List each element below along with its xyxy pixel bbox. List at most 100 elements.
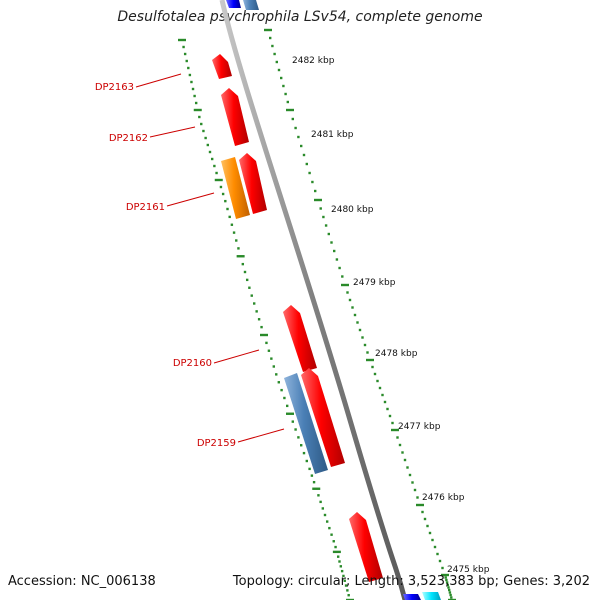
- inner-tick: [230, 223, 234, 226]
- genome-summary-text: Topology: circular; Length: 3,523,383 bp…: [232, 574, 590, 589]
- accession-text: Accession: NC_006138: [8, 574, 156, 589]
- outer-tick: [396, 436, 399, 439]
- inner-tick: [202, 129, 205, 133]
- outer-tick: [335, 258, 339, 261]
- inner-tick: [332, 540, 335, 543]
- inner-tick: [277, 381, 280, 384]
- gene-dp2161[interactable]: [221, 157, 250, 219]
- gene-blue-bottom[interactable]: [403, 594, 421, 600]
- outer-tick: [314, 189, 317, 193]
- inner-tick: [190, 80, 193, 84]
- outer-tick: [305, 162, 308, 166]
- inner-tick: [208, 150, 212, 154]
- inner-tick: [241, 262, 245, 266]
- label-dp2159[interactable]: DP2159: [197, 438, 236, 449]
- outer-tick: [311, 180, 314, 184]
- gene-blue-top-1[interactable]: [226, 0, 241, 8]
- inner-tick: [325, 520, 329, 523]
- inner-tick: [224, 199, 227, 203]
- inner-tick: [257, 318, 261, 321]
- outer-tick: [413, 488, 417, 492]
- gene-dp2161-partner[interactable]: [239, 153, 267, 214]
- map-title: Desulfotalea psychrophila LSv54, complet…: [117, 9, 483, 25]
- inner-tick: [334, 545, 337, 549]
- leader-dp2159: [237, 428, 285, 443]
- inner-tick: [206, 143, 210, 147]
- gene-dp2159-partner[interactable]: [301, 368, 345, 467]
- inner-tick: [188, 73, 192, 77]
- inner-tick: [286, 404, 289, 408]
- outer-tick: [327, 232, 330, 236]
- inner-tick: [302, 451, 306, 455]
- inner-tick: [308, 467, 311, 471]
- gene-steel-top[interactable]: [243, 0, 259, 10]
- outer-tick: [436, 552, 439, 556]
- leader-dp2160: [213, 349, 260, 364]
- inner-tick: [283, 396, 286, 400]
- outer-tick: [444, 576, 447, 579]
- inner-tick: [185, 59, 188, 63]
- outer-tick: [408, 473, 412, 477]
- gene-dp2163[interactable]: [212, 54, 232, 79]
- inner-tick: [183, 52, 187, 56]
- inner-tick: [198, 115, 201, 119]
- outer-tick: [445, 581, 449, 584]
- inner-tick: [182, 45, 185, 49]
- outer-tick: [423, 517, 427, 521]
- outer-tick: [297, 135, 300, 139]
- inner-tick: [305, 459, 308, 463]
- leader-dp2163: [135, 73, 182, 88]
- outer-tick: [322, 215, 325, 219]
- inner-tick: [272, 365, 275, 368]
- label-dp2161[interactable]: DP2161: [126, 202, 165, 213]
- outer-tick: [361, 336, 364, 339]
- inner-tick: [193, 94, 196, 98]
- gene-bottom-red[interactable]: [349, 512, 383, 582]
- outer-tick: [383, 400, 387, 404]
- outer-tick: [341, 283, 349, 287]
- gene-cyan-bottom[interactable]: [422, 592, 441, 600]
- gene-dp2159[interactable]: [284, 373, 328, 474]
- kbp-label-2475: 2475 kbp: [447, 565, 490, 575]
- kbp-label-2480: 2480 kbp: [331, 205, 374, 215]
- inner-tick: [286, 412, 294, 415]
- inner-tick: [344, 584, 348, 587]
- kbp-label-2479: 2479 kbp: [353, 278, 396, 288]
- outer-tick: [269, 36, 272, 40]
- outer-tick: [286, 108, 294, 112]
- label-dp2162[interactable]: DP2162: [109, 133, 148, 144]
- outer-tick: [271, 44, 274, 48]
- outer-tick: [403, 458, 407, 462]
- inner-tick: [194, 101, 198, 105]
- outer-tick: [341, 275, 344, 278]
- outer-tick: [280, 76, 283, 80]
- gene-dp2160[interactable]: [283, 305, 317, 372]
- label-dp2163[interactable]: DP2163: [95, 82, 134, 93]
- inner-tick: [339, 565, 343, 568]
- inner-tick: [332, 550, 341, 554]
- inner-tick: [193, 108, 202, 112]
- inner-tick: [336, 555, 340, 558]
- inner-tick: [245, 278, 249, 282]
- inner-tick: [215, 171, 218, 175]
- inner-tick: [346, 598, 354, 600]
- inner-tick: [213, 164, 216, 168]
- gene-dp2162[interactable]: [221, 88, 249, 146]
- inner-tick: [250, 294, 253, 297]
- outer-tick: [421, 510, 424, 514]
- outer-tick: [264, 28, 272, 32]
- outer-tick: [406, 466, 409, 469]
- inner-tick: [267, 349, 271, 352]
- inner-tick: [321, 507, 325, 510]
- label-dp2160[interactable]: DP2160: [173, 358, 212, 369]
- inner-tick: [340, 569, 344, 573]
- inner-tick: [342, 574, 345, 578]
- outer-tick: [449, 593, 452, 597]
- kbp-label-2478: 2478 kbp: [375, 349, 418, 359]
- outer-tick: [358, 328, 362, 332]
- outer-tick: [282, 84, 285, 88]
- outer-tick: [391, 421, 394, 425]
- inner-tick: [187, 66, 190, 70]
- gene-labels: DP2163 DP2162 DP2161 DP2160 DP2159: [95, 73, 285, 449]
